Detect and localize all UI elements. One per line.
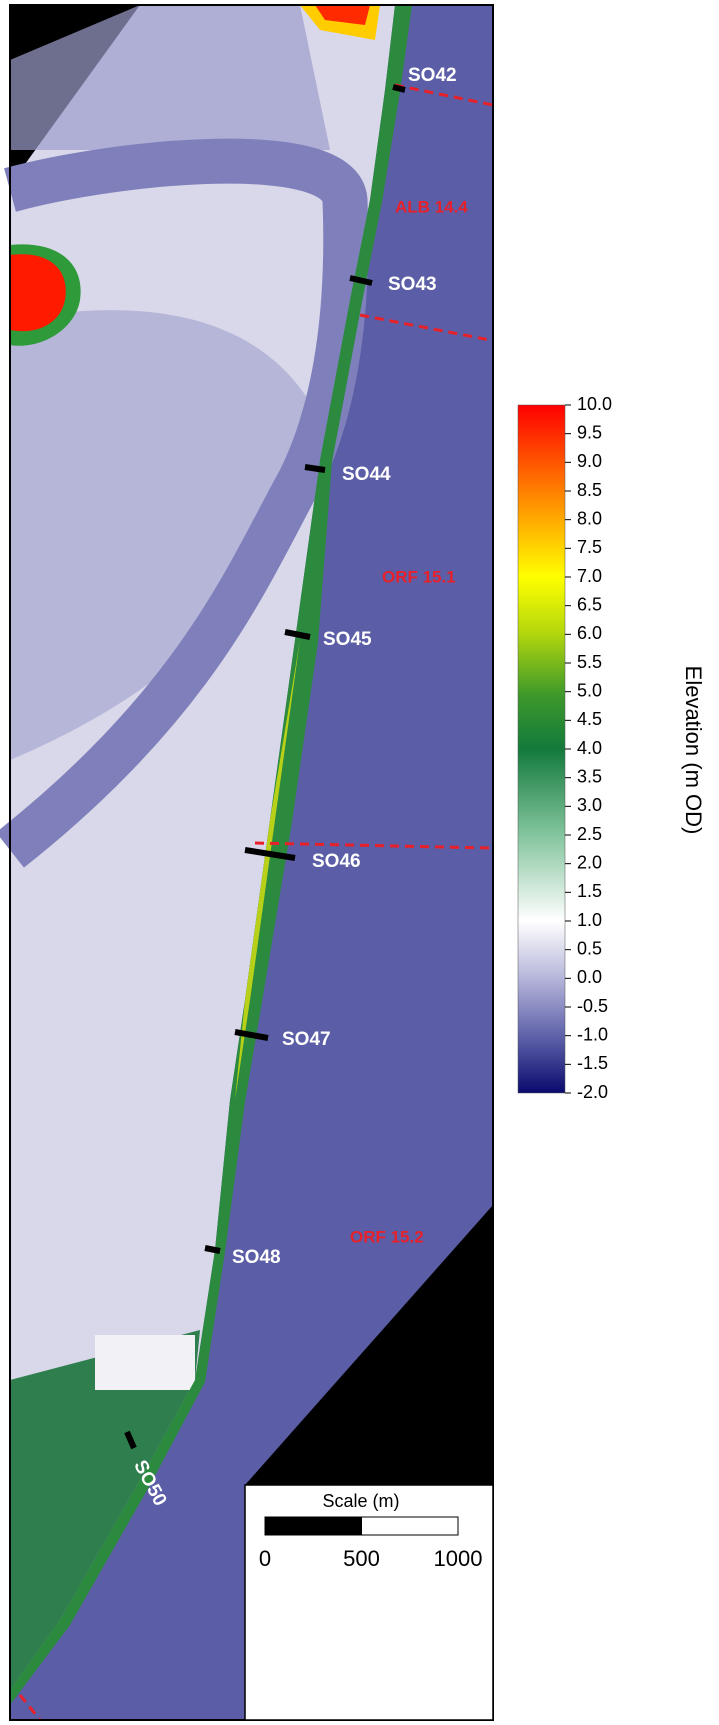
scale-segment [362,1517,459,1535]
colorbar-tick-label: 9.0 [577,451,602,471]
unit-label: ORF 15.1 [382,567,456,586]
profile-line [305,467,325,470]
profile-line [205,1248,220,1251]
colorbar-tick-label: 6.0 [577,623,602,643]
scale-title: Scale (m) [322,1491,399,1511]
colorbar: Elevation (m OD) 10.0 9.5 9.0 8.5 8.0 7.5 7.0 6… [518,394,706,1102]
colorbar-tick-label: 5.0 [577,680,602,700]
scale-segment [265,1517,362,1535]
profile-line [393,87,405,90]
colorbar-tick-label: 6.5 [577,594,602,614]
colorbar-ramp [518,405,565,1093]
colorbar-tick-label: 7.0 [577,566,602,586]
map: SO42 SO43 SO44 SO45 SO46 SO47 SO48 SO50 … [10,5,493,1720]
profile-label: SO45 [323,629,372,650]
colorbar-tick-label: 9.5 [577,422,602,442]
colorbar-tick-label: -1.0 [577,1024,608,1044]
colorbar-tick-label: -1.5 [577,1053,608,1073]
colorbar-tick-label: 3.0 [577,795,602,815]
colorbar-tick-label: 3.5 [577,766,602,786]
colorbar-tick-label: 8.0 [577,508,602,528]
scale-bar: Scale (m) 0 500 1000 [245,1485,493,1720]
colorbar-tick-label: 5.5 [577,652,602,672]
unit-label: ORF 15.2 [350,1227,424,1246]
colorbar-title: Elevation (m OD) [681,666,706,835]
colorbar-tick-label: 4.0 [577,738,602,758]
unit-label: ALB 14.4 [395,197,468,216]
profile-label: SO46 [312,851,361,872]
profile-label: SO43 [388,274,437,295]
colorbar-tick-label: -0.5 [577,996,608,1016]
profile-label: SO44 [342,464,391,485]
profile-label: SO47 [282,1029,331,1050]
profile-label: SO48 [232,1247,281,1268]
scale-tick-label: 500 [343,1546,380,1571]
colorbar-tick-label: 1.5 [577,881,602,901]
colorbar-tick-label: -2.0 [577,1082,608,1102]
profile-label: SO42 [408,65,457,86]
colorbar-tick-label: 8.5 [577,480,602,500]
colorbar-tick-label: 10.0 [577,394,612,414]
colorbar-tick-label: 0.0 [577,967,602,987]
colorbar-tick-label: 4.5 [577,709,602,729]
colorbar-tick-label: 0.5 [577,938,602,958]
colorbar-tick-label: 2.5 [577,824,602,844]
colorbar-tick-label: 7.5 [577,537,602,557]
colorbar-tick-label: 2.0 [577,852,602,872]
scale-tick-label: 1000 [434,1546,483,1571]
map-figure: SO42 SO43 SO44 SO45 SO46 SO47 SO48 SO50 … [0,0,719,1725]
field [95,1335,195,1390]
colorbar-tick-label: 1.0 [577,910,602,930]
scale-tick-label: 0 [259,1546,271,1571]
